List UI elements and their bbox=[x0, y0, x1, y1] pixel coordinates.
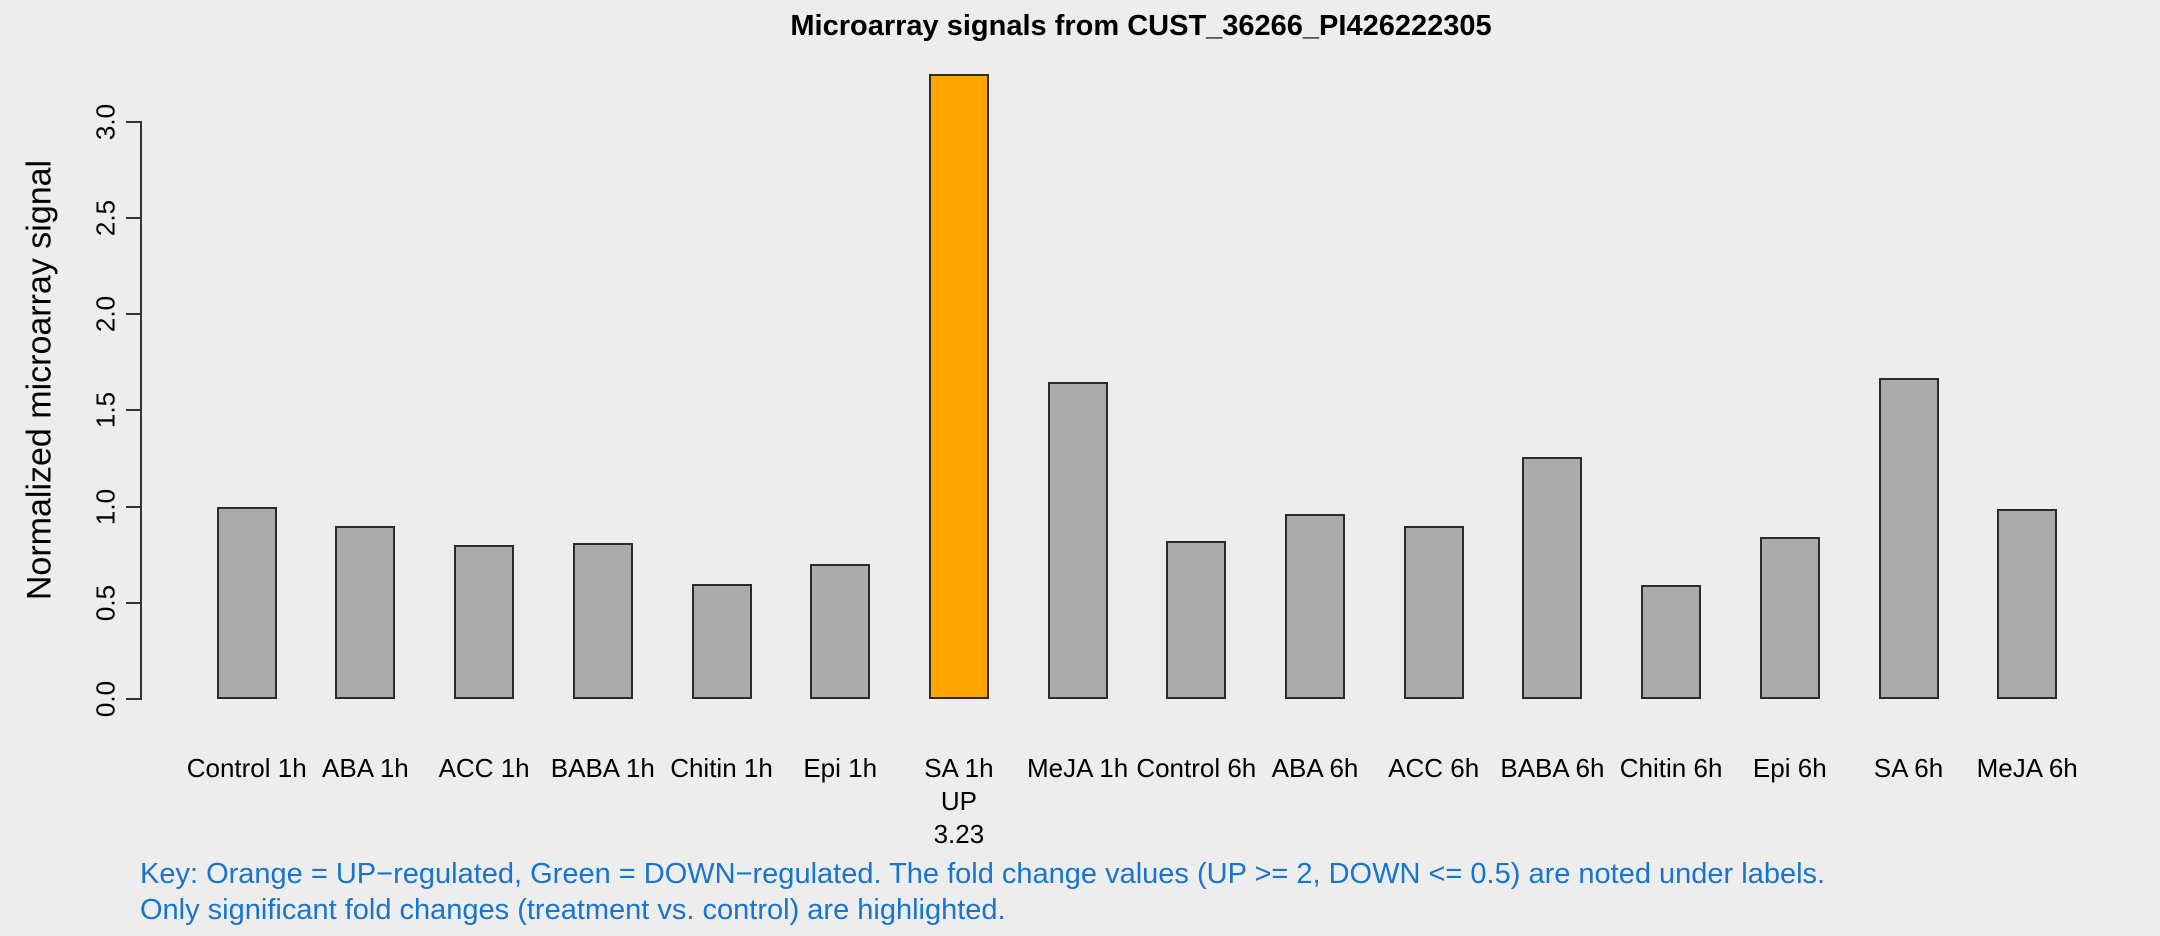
x-label-text: MeJA 1h bbox=[1027, 753, 1129, 783]
bar-control-6h bbox=[1166, 541, 1227, 699]
bar-sa-1h bbox=[928, 73, 989, 699]
y-tick-mark bbox=[126, 120, 140, 123]
y-tick-mark bbox=[126, 313, 140, 316]
y-axis-line bbox=[140, 120, 142, 700]
y-tick-label: 2.0 bbox=[90, 296, 121, 333]
bar-chitin-1h bbox=[691, 583, 752, 699]
x-label-text: BABA 1h bbox=[550, 753, 655, 783]
x-label-acc-6h: ACC 6h bbox=[1388, 752, 1479, 785]
bar-meja-6h bbox=[1997, 508, 2058, 699]
x-label-sa-1h: SA 1h UP 3.23 bbox=[924, 752, 993, 851]
bar-aba-1h bbox=[335, 525, 396, 699]
x-label-text: Control 6h bbox=[1136, 753, 1257, 783]
x-label-text: Epi 1h bbox=[803, 753, 878, 783]
x-label-baba-6h: BABA 6h bbox=[1500, 752, 1604, 785]
y-tick-mark bbox=[126, 698, 140, 700]
bar-control-1h bbox=[216, 506, 277, 699]
bar-acc-6h bbox=[1403, 525, 1464, 699]
fold-direction-label: UP bbox=[940, 786, 977, 816]
bar-acc-1h bbox=[454, 545, 515, 699]
x-label-text: ACC 6h bbox=[1388, 753, 1480, 783]
key-note: Key: Orange = UP−regulated, Green = DOWN… bbox=[140, 856, 1825, 928]
key-note-line-1: Key: Orange = UP−regulated, Green = DOWN… bbox=[140, 858, 1826, 890]
y-tick-mark bbox=[126, 601, 140, 604]
x-label-chitin-6h: Chitin 6h bbox=[1620, 752, 1723, 785]
bar-baba-1h bbox=[572, 543, 633, 699]
x-label-text: BABA 6h bbox=[1500, 753, 1605, 783]
x-label-baba-1h: BABA 1h bbox=[551, 752, 655, 785]
bar-epi-6h bbox=[1759, 537, 1820, 699]
x-label-text: Chitin 6h bbox=[1619, 753, 1723, 783]
y-axis-label: Normalized microarray signal bbox=[20, 159, 59, 601]
x-label-chitin-1h: Chitin 1h bbox=[670, 752, 773, 785]
x-label-meja-6h: MeJA 6h bbox=[1977, 752, 2078, 785]
x-label-text: MeJA 6h bbox=[1976, 753, 2078, 783]
x-label-text: ABA 1h bbox=[322, 753, 409, 783]
y-tick-label: 3.0 bbox=[90, 103, 121, 140]
bar-sa-6h bbox=[1878, 377, 1939, 699]
y-tick-label: 2.5 bbox=[90, 199, 121, 237]
x-label-control-6h: Control 6h bbox=[1136, 752, 1256, 785]
x-label-aba-6h: ABA 6h bbox=[1272, 752, 1359, 785]
x-label-text: SA 6h bbox=[1873, 753, 1944, 783]
y-tick-label: 1.5 bbox=[90, 392, 121, 429]
key-note-line-2: Only significant fold changes (treatment… bbox=[140, 894, 1006, 926]
y-tick-label: 0.0 bbox=[90, 680, 121, 718]
y-tick-mark bbox=[126, 505, 140, 508]
x-label-text: Chitin 1h bbox=[670, 753, 773, 783]
x-label-epi-1h: Epi 1h bbox=[803, 752, 877, 785]
x-label-acc-1h: ACC 1h bbox=[439, 752, 530, 785]
y-tick-mark bbox=[126, 217, 140, 219]
x-label-text: Epi 6h bbox=[1752, 753, 1827, 783]
x-label-meja-1h: MeJA 1h bbox=[1027, 752, 1128, 785]
y-tick-label: 0.5 bbox=[90, 584, 121, 621]
bar-aba-6h bbox=[1285, 514, 1345, 699]
x-label-control-1h: Control 1h bbox=[187, 752, 307, 785]
bar-baba-6h bbox=[1522, 456, 1583, 699]
x-label-text: ACC 1h bbox=[438, 753, 530, 783]
bar-meja-1h bbox=[1047, 381, 1108, 699]
x-label-text: SA 1h bbox=[924, 753, 994, 783]
y-tick-mark bbox=[126, 409, 140, 412]
y-tick-label: 1.0 bbox=[90, 488, 121, 525]
bar-chitin-6h bbox=[1641, 585, 1702, 699]
fold-change-value: 3.23 bbox=[933, 819, 985, 849]
x-label-epi-6h: Epi 6h bbox=[1753, 752, 1827, 785]
x-label-aba-1h: ABA 1h bbox=[322, 752, 409, 785]
bar-epi-1h bbox=[810, 564, 871, 699]
x-label-sa-6h: SA 6h bbox=[1874, 752, 1943, 785]
x-label-text: Control 1h bbox=[186, 753, 307, 783]
chart-title: Microarray signals from CUST_36266_PI426… bbox=[790, 10, 1492, 42]
x-label-text: ABA 6h bbox=[1271, 753, 1359, 783]
